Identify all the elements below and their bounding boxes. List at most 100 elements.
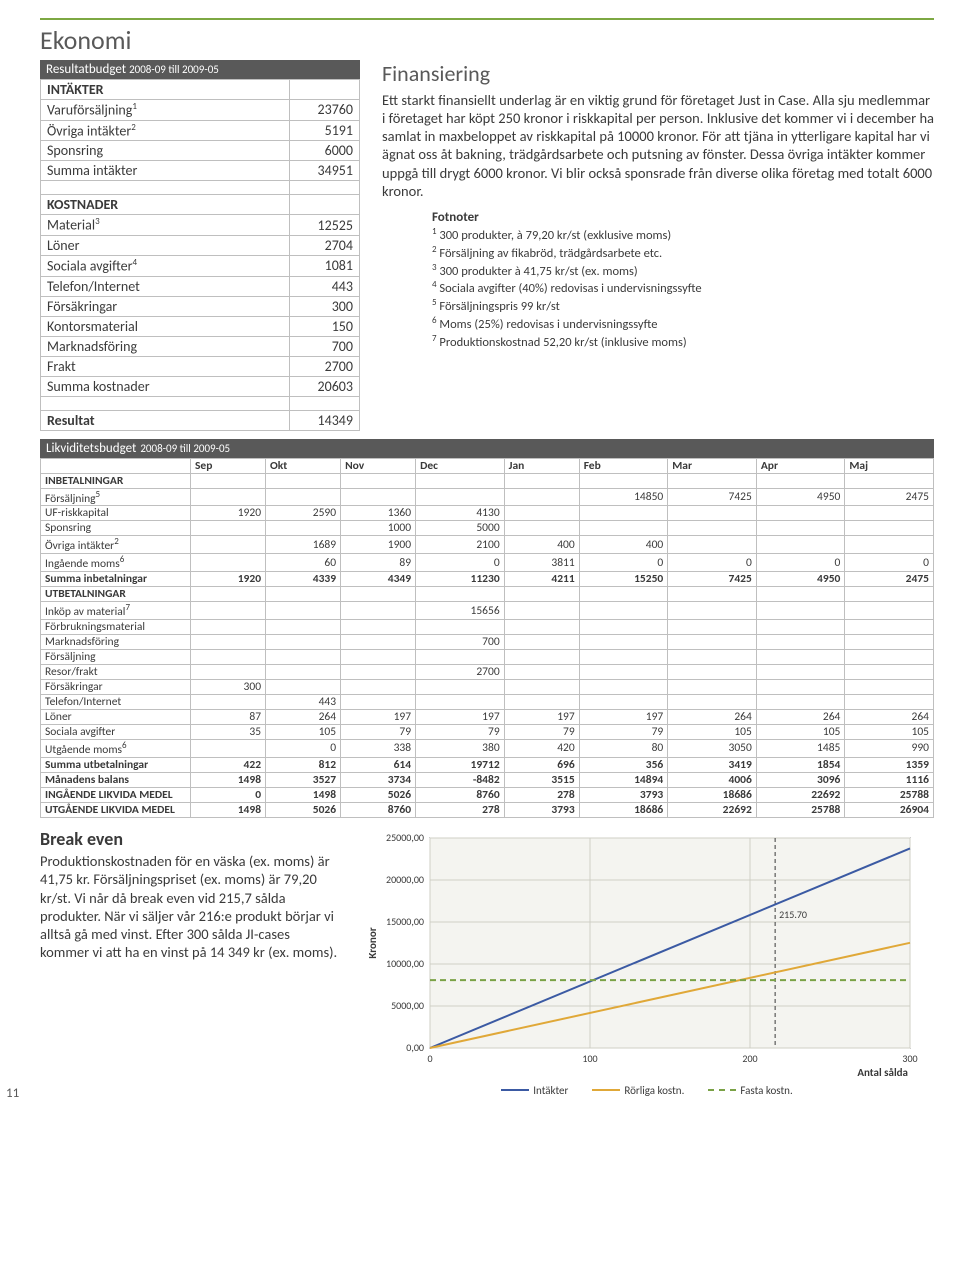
budget-value: 12525 <box>290 215 360 236</box>
budget-header: Resultatbudget 2008-09 till 2009-05 <box>40 60 360 79</box>
likv-cell: 400 <box>504 536 579 554</box>
likv-cell: 380 <box>416 739 505 757</box>
likv-cell: 0 <box>845 554 934 572</box>
likv-cell: 4950 <box>756 572 845 587</box>
likv-cell <box>756 473 845 488</box>
likv-cell: 79 <box>416 724 505 739</box>
likv-cell: 3793 <box>579 787 668 802</box>
likv-row-label: Sponsring <box>41 521 191 536</box>
likv-cell: 1360 <box>341 506 416 521</box>
likv-row-label: UTGÅENDE LIKVIDA MEDEL <box>41 802 191 817</box>
likv-cell <box>341 619 416 634</box>
month-header: Jan <box>504 458 579 473</box>
likv-cell: 80 <box>579 739 668 757</box>
likv-cell: 7425 <box>668 572 757 587</box>
likv-cell: 1359 <box>845 757 934 772</box>
likv-cell: 4950 <box>756 488 845 506</box>
likv-cell: 614 <box>341 757 416 772</box>
likv-cell <box>191 602 266 620</box>
likv-cell <box>579 649 668 664</box>
chart-container: 0,005000,0010000,0015000,0020000,0025000… <box>360 828 934 1097</box>
likv-cell <box>341 664 416 679</box>
likv-cell <box>756 619 845 634</box>
likv-cell: 990 <box>845 739 934 757</box>
likv-cell <box>845 694 934 709</box>
budget-value: 2704 <box>290 235 360 255</box>
likv-cell: 3419 <box>668 757 757 772</box>
likv-header-sub: 2008-09 till 2009-05 <box>140 442 230 455</box>
likv-row-label: Utgående moms6 <box>41 739 191 757</box>
likv-cell: 1498 <box>191 802 266 817</box>
likv-cell: 1485 <box>756 739 845 757</box>
month-header: Nov <box>341 458 416 473</box>
likv-cell: 2700 <box>416 664 505 679</box>
likv-cell: 5026 <box>266 802 341 817</box>
budget-value <box>290 195 360 215</box>
likv-cell <box>191 619 266 634</box>
likv-cell <box>579 473 668 488</box>
budget-value: 34951 <box>290 161 360 181</box>
likv-cell <box>579 619 668 634</box>
likv-cell <box>191 473 266 488</box>
likv-cell <box>845 649 934 664</box>
likv-cell <box>845 634 934 649</box>
likv-cell: 700 <box>416 634 505 649</box>
likv-row-label: Försäljning <box>41 649 191 664</box>
likv-cell <box>504 602 579 620</box>
budget-label: INTÄKTER <box>41 80 290 100</box>
likv-row-label: Resor/frakt <box>41 664 191 679</box>
likv-row-label: Förbrukningsmaterial <box>41 619 191 634</box>
likv-row-label: Månadens balans <box>41 772 191 787</box>
breakeven-body: Produktionskostnaden för en väska (ex. m… <box>40 852 340 961</box>
likv-cell <box>756 649 845 664</box>
likv-cell <box>504 587 579 602</box>
likv-cell: 197 <box>579 709 668 724</box>
likv-cell <box>341 679 416 694</box>
likv-cell: 2475 <box>845 488 934 506</box>
likv-cell: 1000 <box>341 521 416 536</box>
likv-cell: 25788 <box>756 802 845 817</box>
likv-cell <box>416 488 505 506</box>
likv-cell <box>191 739 266 757</box>
breakeven-chart: 0,005000,0010000,0015000,0020000,0025000… <box>360 828 920 1078</box>
svg-text:215.70: 215.70 <box>779 908 807 921</box>
likv-cell: 1900 <box>341 536 416 554</box>
likv-cell <box>341 649 416 664</box>
likv-cell: 22692 <box>756 787 845 802</box>
likv-cell <box>266 602 341 620</box>
likv-cell: 4130 <box>416 506 505 521</box>
likv-cell: 3811 <box>504 554 579 572</box>
likv-cell: 4006 <box>668 772 757 787</box>
likv-cell <box>579 602 668 620</box>
likv-cell: 338 <box>341 739 416 757</box>
likv-cell: 3096 <box>756 772 845 787</box>
budget-value: 23760 <box>290 100 360 121</box>
budget-label: KOSTNADER <box>41 195 290 215</box>
likv-cell <box>504 506 579 521</box>
likv-cell: 0 <box>416 554 505 572</box>
likv-cell: 7425 <box>668 488 757 506</box>
likv-cell: 8760 <box>416 787 505 802</box>
svg-text:0: 0 <box>427 1052 432 1065</box>
likv-cell: 1498 <box>266 787 341 802</box>
likv-cell: 0 <box>756 554 845 572</box>
likv-cell <box>668 634 757 649</box>
likv-cell: 3734 <box>341 772 416 787</box>
likv-cell: 5026 <box>341 787 416 802</box>
likv-cell: 18686 <box>579 802 668 817</box>
likv-cell: 812 <box>266 757 341 772</box>
likv-cell: 11230 <box>416 572 505 587</box>
likv-cell <box>341 694 416 709</box>
likv-cell <box>845 521 934 536</box>
top-rule <box>40 18 934 20</box>
likv-header-main: Likviditetsbudget <box>46 441 136 456</box>
budget-value: 2700 <box>290 356 360 376</box>
likv-cell <box>579 634 668 649</box>
likv-cell: 1116 <box>845 772 934 787</box>
likv-row-label: Marknadsföring <box>41 634 191 649</box>
likv-row-label: UF-riskkapital <box>41 506 191 521</box>
likv-cell <box>191 664 266 679</box>
likv-cell: 1854 <box>756 757 845 772</box>
likv-cell: 14850 <box>579 488 668 506</box>
svg-text:Kronor: Kronor <box>366 927 379 958</box>
